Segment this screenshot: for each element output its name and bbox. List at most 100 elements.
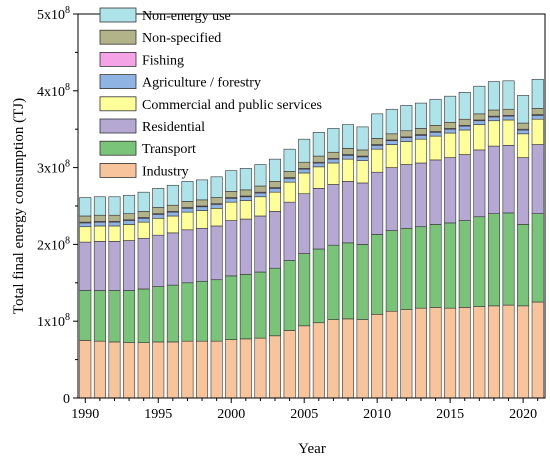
legend-swatch-fishing (99, 52, 137, 67)
bar-segment-residential-2011 (385, 167, 398, 231)
bar-segment-non-energy-use-2003 (269, 158, 282, 182)
bar-segment-non-energy-use-1991 (93, 196, 106, 216)
bar-segment-industry-2006 (312, 322, 325, 399)
legend-label-residential: Residential (142, 120, 205, 135)
bar-segment-residential-1994 (137, 237, 150, 290)
bar-segment-non-energy-use-2021 (531, 78, 544, 109)
bar-segment-non-specified-2019 (502, 108, 515, 116)
bar-segment-non-specified-1998 (196, 199, 209, 207)
bar-segment-transport-2019 (502, 212, 515, 306)
bar-segment-industry-2013 (414, 307, 427, 399)
bar-segment-industry-2004 (283, 330, 296, 399)
bar-segment-transport-2007 (327, 244, 340, 320)
bar-segment-residential-2015 (444, 157, 457, 224)
legend-label-agriculture-forestry: Agriculture / forestry (142, 76, 261, 91)
bar-segment-agriculture-forestry-2002 (254, 192, 267, 198)
bar-segment-transport-2001 (239, 274, 252, 340)
bar-segment-non-specified-1994 (137, 211, 150, 218)
bar-segment-residential-2000 (225, 220, 238, 277)
bar-segment-transport-1994 (137, 288, 150, 344)
bar-segment-agriculture-forestry-1993 (123, 220, 136, 225)
bar-segment-non-specified-1997 (181, 201, 194, 208)
bar-segment-residential-1995 (152, 234, 165, 287)
x-axis: 1990 1995 2000 2005 2010 2015 2020 (71, 398, 539, 422)
bar-segment-commercial-and-public-services-2011 (385, 144, 398, 168)
bar-segment-agriculture-forestry-2015 (444, 128, 457, 134)
bar-segment-industry-2002 (254, 337, 267, 399)
bar-segment-non-specified-1995 (152, 207, 165, 214)
bar-segment-non-specified-1999 (210, 197, 223, 204)
bar-segment-commercial-and-public-services-2018 (487, 120, 500, 147)
bar-segment-industry-2020 (517, 305, 530, 399)
bar-segment-commercial-and-public-services-2006 (312, 166, 325, 189)
bar-segment-non-specified-2010 (371, 138, 384, 145)
bar-segment-non-specified-2003 (269, 181, 282, 188)
bar-segment-commercial-and-public-services-2021 (531, 118, 544, 145)
bar-segment-non-specified-2000 (225, 191, 238, 198)
bar-segment-agriculture-forestry-1992 (108, 221, 121, 227)
bar-segment-transport-1998 (196, 280, 209, 342)
bar-segment-agriculture-forestry-1999 (210, 204, 223, 209)
bar-segment-non-energy-use-2002 (254, 164, 267, 187)
bar-segment-non-specified-2012 (400, 130, 413, 138)
bar-segment-non-energy-use-2001 (239, 168, 252, 191)
bar-segment-agriculture-forestry-1994 (137, 217, 150, 223)
bar-segment-commercial-and-public-services-1993 (123, 224, 136, 241)
bar-segment-residential-2020 (517, 157, 530, 225)
bar-segment-transport-1991 (93, 290, 106, 342)
bar-segment-residential-2008 (341, 181, 354, 244)
y-axis: 0 1x108 2x108 3x108 4x108 5x108 (37, 5, 78, 407)
bar-segment-non-energy-use-1990 (79, 197, 92, 217)
bar-segment-transport-2009 (356, 244, 369, 320)
bar-segment-non-specified-1990 (79, 215, 92, 223)
bar-segment-residential-2009 (356, 182, 369, 245)
bar-segment-commercial-and-public-services-2000 (225, 201, 238, 221)
bar-segment-non-energy-use-2007 (327, 128, 340, 153)
bar-segment-non-energy-use-2013 (414, 102, 427, 129)
x-axis-label: Year (298, 441, 326, 457)
bar-segment-residential-1996 (166, 232, 179, 286)
bar-segment-residential-2004 (283, 201, 296, 261)
bar-segment-industry-1997 (181, 340, 194, 399)
bar-segment-transport-1999 (210, 279, 223, 342)
bar-segment-non-specified-2004 (283, 171, 296, 178)
bar-segment-transport-2013 (414, 226, 427, 309)
bar-segment-non-energy-use-2018 (487, 81, 500, 111)
bar-segment-residential-2006 (312, 188, 325, 250)
bar-segment-transport-2020 (517, 224, 530, 307)
bar-segment-residential-2013 (414, 162, 427, 228)
bar-segment-residential-2018 (487, 145, 500, 214)
bar-segment-agriculture-forestry-1998 (196, 206, 209, 211)
bar-segment-non-energy-use-2016 (458, 92, 471, 120)
bar-segment-non-specified-1993 (123, 213, 136, 221)
bar-segment-non-energy-use-1997 (181, 181, 194, 202)
legend-swatch-non-specified (99, 29, 137, 45)
bar-segment-commercial-and-public-services-2005 (298, 172, 311, 195)
legend-label-commercial-and-public-services: Commercial and public services (142, 98, 322, 113)
bar-segment-transport-2010 (371, 234, 384, 315)
bar-segment-residential-2014 (429, 159, 442, 225)
bar-segment-agriculture-forestry-2016 (458, 125, 471, 131)
bar-segment-non-specified-2002 (254, 185, 267, 193)
bar-segment-residential-2005 (298, 193, 311, 254)
bar-segment-transport-2003 (269, 267, 282, 337)
legend-label-transport: Transport (142, 142, 196, 157)
bar-segment-industry-1998 (196, 340, 209, 399)
bar-segment-non-specified-2016 (458, 118, 471, 126)
bar-segment-commercial-and-public-services-2004 (283, 181, 296, 203)
bar-segment-agriculture-forestry-2010 (371, 145, 384, 150)
bar-segment-commercial-and-public-services-1998 (196, 210, 209, 229)
bar-segment-transport-2002 (254, 271, 267, 339)
bar-segment-agriculture-forestry-2005 (298, 168, 311, 174)
bar-segment-agriculture-forestry-2009 (356, 156, 369, 161)
bar-segment-commercial-and-public-services-2003 (269, 191, 282, 212)
bar-segment-non-energy-use-2010 (371, 113, 384, 139)
x-tick-label: 2020 (509, 407, 537, 422)
bar-segment-residential-2012 (400, 164, 413, 229)
bar-segment-industry-2000 (225, 339, 238, 399)
bar-segment-residential-1998 (196, 227, 209, 282)
bar-segment-transport-1996 (166, 284, 179, 343)
legend-label-non-energy-use: Non-energy use (142, 9, 231, 24)
bar-segment-agriculture-forestry-2004 (283, 178, 296, 183)
bar-segment-commercial-and-public-services-1996 (166, 215, 179, 234)
